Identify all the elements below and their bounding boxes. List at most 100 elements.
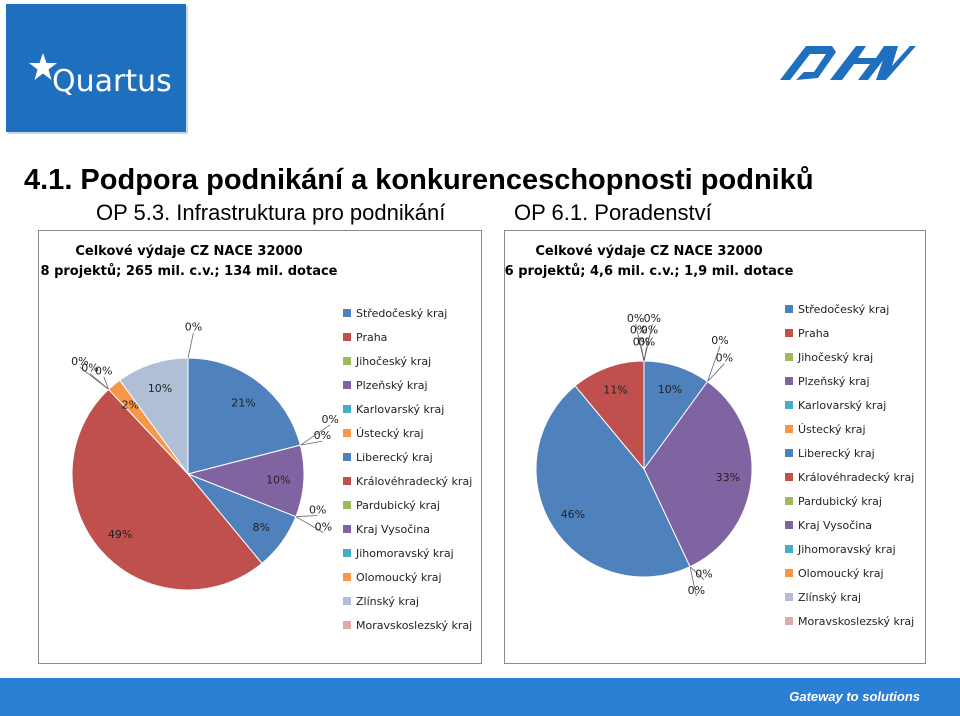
slice-label-9: 0% <box>71 355 88 368</box>
pie-slice-7 <box>535 385 691 578</box>
legend-swatch-13 <box>343 597 351 605</box>
legend-label-12: Olomoucký kraj <box>356 571 442 584</box>
legend-swatch-3 <box>343 357 351 365</box>
legend-swatch-12 <box>785 569 793 577</box>
slice-label-4: 33% <box>716 471 740 484</box>
slice-label-13: 0% <box>633 335 650 348</box>
quartus-logo: Quartus <box>6 4 186 132</box>
legend-label-4: Plzeňský kraj <box>798 375 870 388</box>
slice-label-9: 0% <box>627 312 644 325</box>
legend-swatch-11 <box>785 545 793 553</box>
leader-line-6 <box>295 516 324 533</box>
slice-label-12: 0% <box>644 312 661 325</box>
logo-text: Quartus <box>52 64 172 99</box>
pie-slice-8 <box>71 388 263 591</box>
page-title: 4.1. Podpora podnikání a konkurenceschop… <box>24 164 814 196</box>
pie-slice-1 <box>187 357 301 475</box>
leader-line-14 <box>643 335 650 362</box>
slice-label-7: 46% <box>561 508 585 521</box>
legend-swatch-1 <box>785 305 793 313</box>
legend-label-10: Kraj Vysočina <box>798 519 872 532</box>
leader-line-11 <box>89 373 109 390</box>
legend-swatch-1 <box>343 309 351 317</box>
slice-label-14: 0% <box>641 324 658 337</box>
legend-label-10: Kraj Vysočina <box>356 523 430 536</box>
subtitle-right: OP 6.1. Poradenství <box>514 200 712 225</box>
legend-swatch-4 <box>785 377 793 385</box>
legend-label-14: Moravskoslezský kraj <box>798 615 914 628</box>
leader-line-10 <box>103 376 109 390</box>
legend-swatch-14 <box>785 617 793 625</box>
slice-label-10: 0% <box>638 335 655 348</box>
legend-label-9: Pardubický kraj <box>798 495 882 508</box>
slice-label-14: 0% <box>185 321 202 334</box>
legend-swatch-7 <box>785 449 793 457</box>
legend-label-14: Moravskoslezský kraj <box>356 619 472 632</box>
legend-label-11: Jihomoravský kraj <box>355 547 454 560</box>
slice-label-3: 0% <box>711 334 728 347</box>
footer: Gateway to solutions <box>0 678 960 716</box>
legend-label-4: Plzeňský kraj <box>356 379 428 392</box>
legend-swatch-12 <box>343 573 351 581</box>
legend-swatch-5 <box>785 401 793 409</box>
legend-label-6: Ústecký kraj <box>356 427 424 440</box>
chart-title: Celkové výdaje CZ NACE 32000 <box>535 244 762 259</box>
pie-slice-4 <box>643 380 753 568</box>
dhv-logo <box>780 46 916 80</box>
legend-swatch-8 <box>785 473 793 481</box>
pie-slice-8 <box>574 360 645 471</box>
legend-label-13: Zlínský kraj <box>798 591 861 604</box>
leader-line-2 <box>300 440 323 446</box>
legend-label-9: Pardubický kraj <box>356 499 440 512</box>
slice-label-11: 0% <box>630 324 647 337</box>
legend-swatch-10 <box>785 521 793 529</box>
subtitle-left: OP 5.3. Infrastruktura pro podnikání <box>96 200 446 225</box>
legend-label-3: Jihočeský kraj <box>797 351 873 364</box>
legend-swatch-13 <box>785 593 793 601</box>
legend-label-11: Jihomoravský kraj <box>797 543 896 556</box>
footer-tagline: Gateway to solutions <box>789 689 920 704</box>
chart-subtitle: 6 projektů; 4,6 mil. c.v.; 1,9 mil. dota… <box>505 264 794 279</box>
legend-label-12: Olomoucký kraj <box>798 567 884 580</box>
legend-swatch-8 <box>343 477 351 485</box>
slice-label-2: 0% <box>314 429 331 442</box>
slice-label-8: 49% <box>108 528 132 541</box>
legend-label-1: Středočeský kraj <box>356 307 447 320</box>
slice-label-6: 0% <box>315 521 332 534</box>
legend-swatch-3 <box>785 353 793 361</box>
legend-label-2: Praha <box>356 331 387 344</box>
legend-swatch-4 <box>343 381 351 389</box>
legend-label-7: Liberecký kraj <box>356 451 433 464</box>
slice-label-12: 2% <box>122 398 139 411</box>
slice-label-11: 0% <box>81 362 98 375</box>
legend-label-8: Královéhradecký kraj <box>356 475 472 488</box>
legend-swatch-5 <box>343 405 351 413</box>
chart-title: Celkové výdaje CZ NACE 32000 <box>75 244 302 259</box>
slice-label-6: 0% <box>688 584 705 597</box>
slice-label-5: 0% <box>695 568 712 581</box>
legend-swatch-2 <box>785 329 793 337</box>
slice-label-5: 0% <box>309 503 326 516</box>
pie-slice-13 <box>119 357 189 476</box>
leader-line-13 <box>641 347 645 362</box>
leader-line-6 <box>689 566 697 597</box>
slice-label-10: 0% <box>95 365 112 378</box>
slice-label-1: 10% <box>658 383 682 396</box>
legend-swatch-2 <box>343 333 351 341</box>
legend-swatch-10 <box>343 525 351 533</box>
legend-swatch-9 <box>785 497 793 505</box>
legend-swatch-6 <box>785 425 793 433</box>
legend-swatch-7 <box>343 453 351 461</box>
legend-label-2: Praha <box>798 327 829 340</box>
legend-swatch-14 <box>343 621 351 629</box>
legend-swatch-9 <box>343 501 351 509</box>
slice-label-3: 0% <box>321 413 338 426</box>
chart-subtitle: 8 projektů; 265 mil. c.v.; 134 mil. dota… <box>41 264 338 279</box>
legend-label-3: Jihočeský kraj <box>355 355 431 368</box>
legend-swatch-11 <box>343 549 351 557</box>
slice-label-1: 21% <box>231 397 255 410</box>
slice-label-8: 11% <box>603 384 627 397</box>
legend-label-5: Karlovarský kraj <box>356 403 444 416</box>
chart-panel-right: Celkové výdaje CZ NACE 32000 6 projektů; … <box>504 230 926 664</box>
slice-label-2: 0% <box>716 352 733 365</box>
